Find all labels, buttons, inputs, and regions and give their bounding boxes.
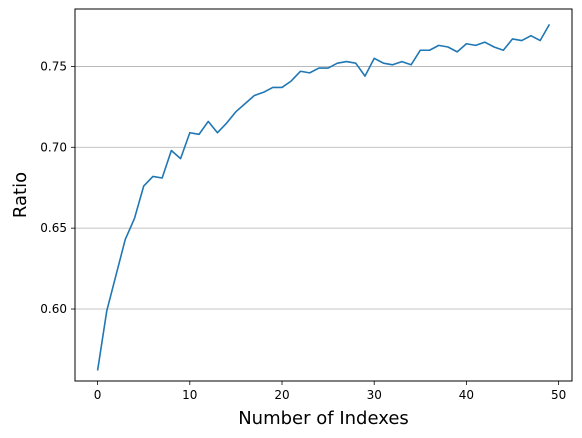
y-tick-label: 0.60 [40,302,67,316]
y-tick-label: 0.70 [40,140,67,154]
x-tick-label: 20 [274,388,289,402]
x-axis-label: Number of Indexes [238,408,409,429]
x-tick-label: 30 [367,388,382,402]
x-axis-ticks: 0 10 20 30 40 50 [94,381,566,402]
x-tick-label: 40 [459,388,474,402]
plot-frame [75,9,572,381]
y-tick-label: 0.75 [40,59,67,73]
series-layer [98,24,550,370]
x-tick-label: 10 [182,388,197,402]
x-tick-label: 50 [551,388,566,402]
y-tick-label: 0.65 [40,221,67,235]
x-tick-label: 0 [94,388,102,402]
y-axis-label: Ratio [10,172,31,218]
y-axis-ticks: 0.60 0.65 0.70 0.75 [40,59,75,316]
series-line [98,24,550,370]
y-gridlines [75,66,572,309]
